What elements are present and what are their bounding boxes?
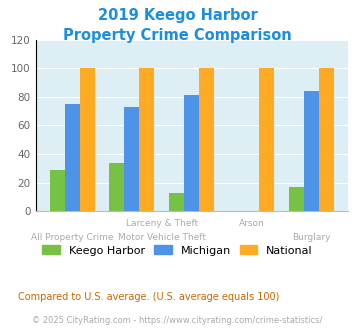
- Text: Compared to U.S. average. (U.S. average equals 100): Compared to U.S. average. (U.S. average …: [18, 292, 279, 302]
- Text: Burglary: Burglary: [292, 233, 331, 242]
- Bar: [199, 68, 214, 211]
- Bar: [140, 68, 154, 211]
- Bar: [319, 68, 334, 211]
- Bar: [50, 170, 65, 211]
- Bar: [109, 163, 125, 211]
- Text: All Property Crime: All Property Crime: [31, 233, 113, 242]
- Bar: [80, 68, 94, 211]
- Text: © 2025 CityRating.com - https://www.cityrating.com/crime-statistics/: © 2025 CityRating.com - https://www.city…: [32, 316, 323, 325]
- Text: Larceny & Theft: Larceny & Theft: [126, 219, 198, 228]
- Text: Property Crime Comparison: Property Crime Comparison: [63, 28, 292, 43]
- Text: Motor Vehicle Theft: Motor Vehicle Theft: [118, 233, 206, 242]
- Bar: [184, 95, 199, 211]
- Text: 2019 Keego Harbor: 2019 Keego Harbor: [98, 8, 257, 23]
- Bar: [125, 107, 140, 211]
- Bar: [304, 91, 319, 211]
- Bar: [259, 68, 274, 211]
- Text: Arson: Arson: [239, 219, 264, 228]
- Bar: [65, 104, 80, 211]
- Legend: Keego Harbor, Michigan, National: Keego Harbor, Michigan, National: [38, 241, 317, 260]
- Bar: [289, 187, 304, 211]
- Bar: [169, 193, 184, 211]
